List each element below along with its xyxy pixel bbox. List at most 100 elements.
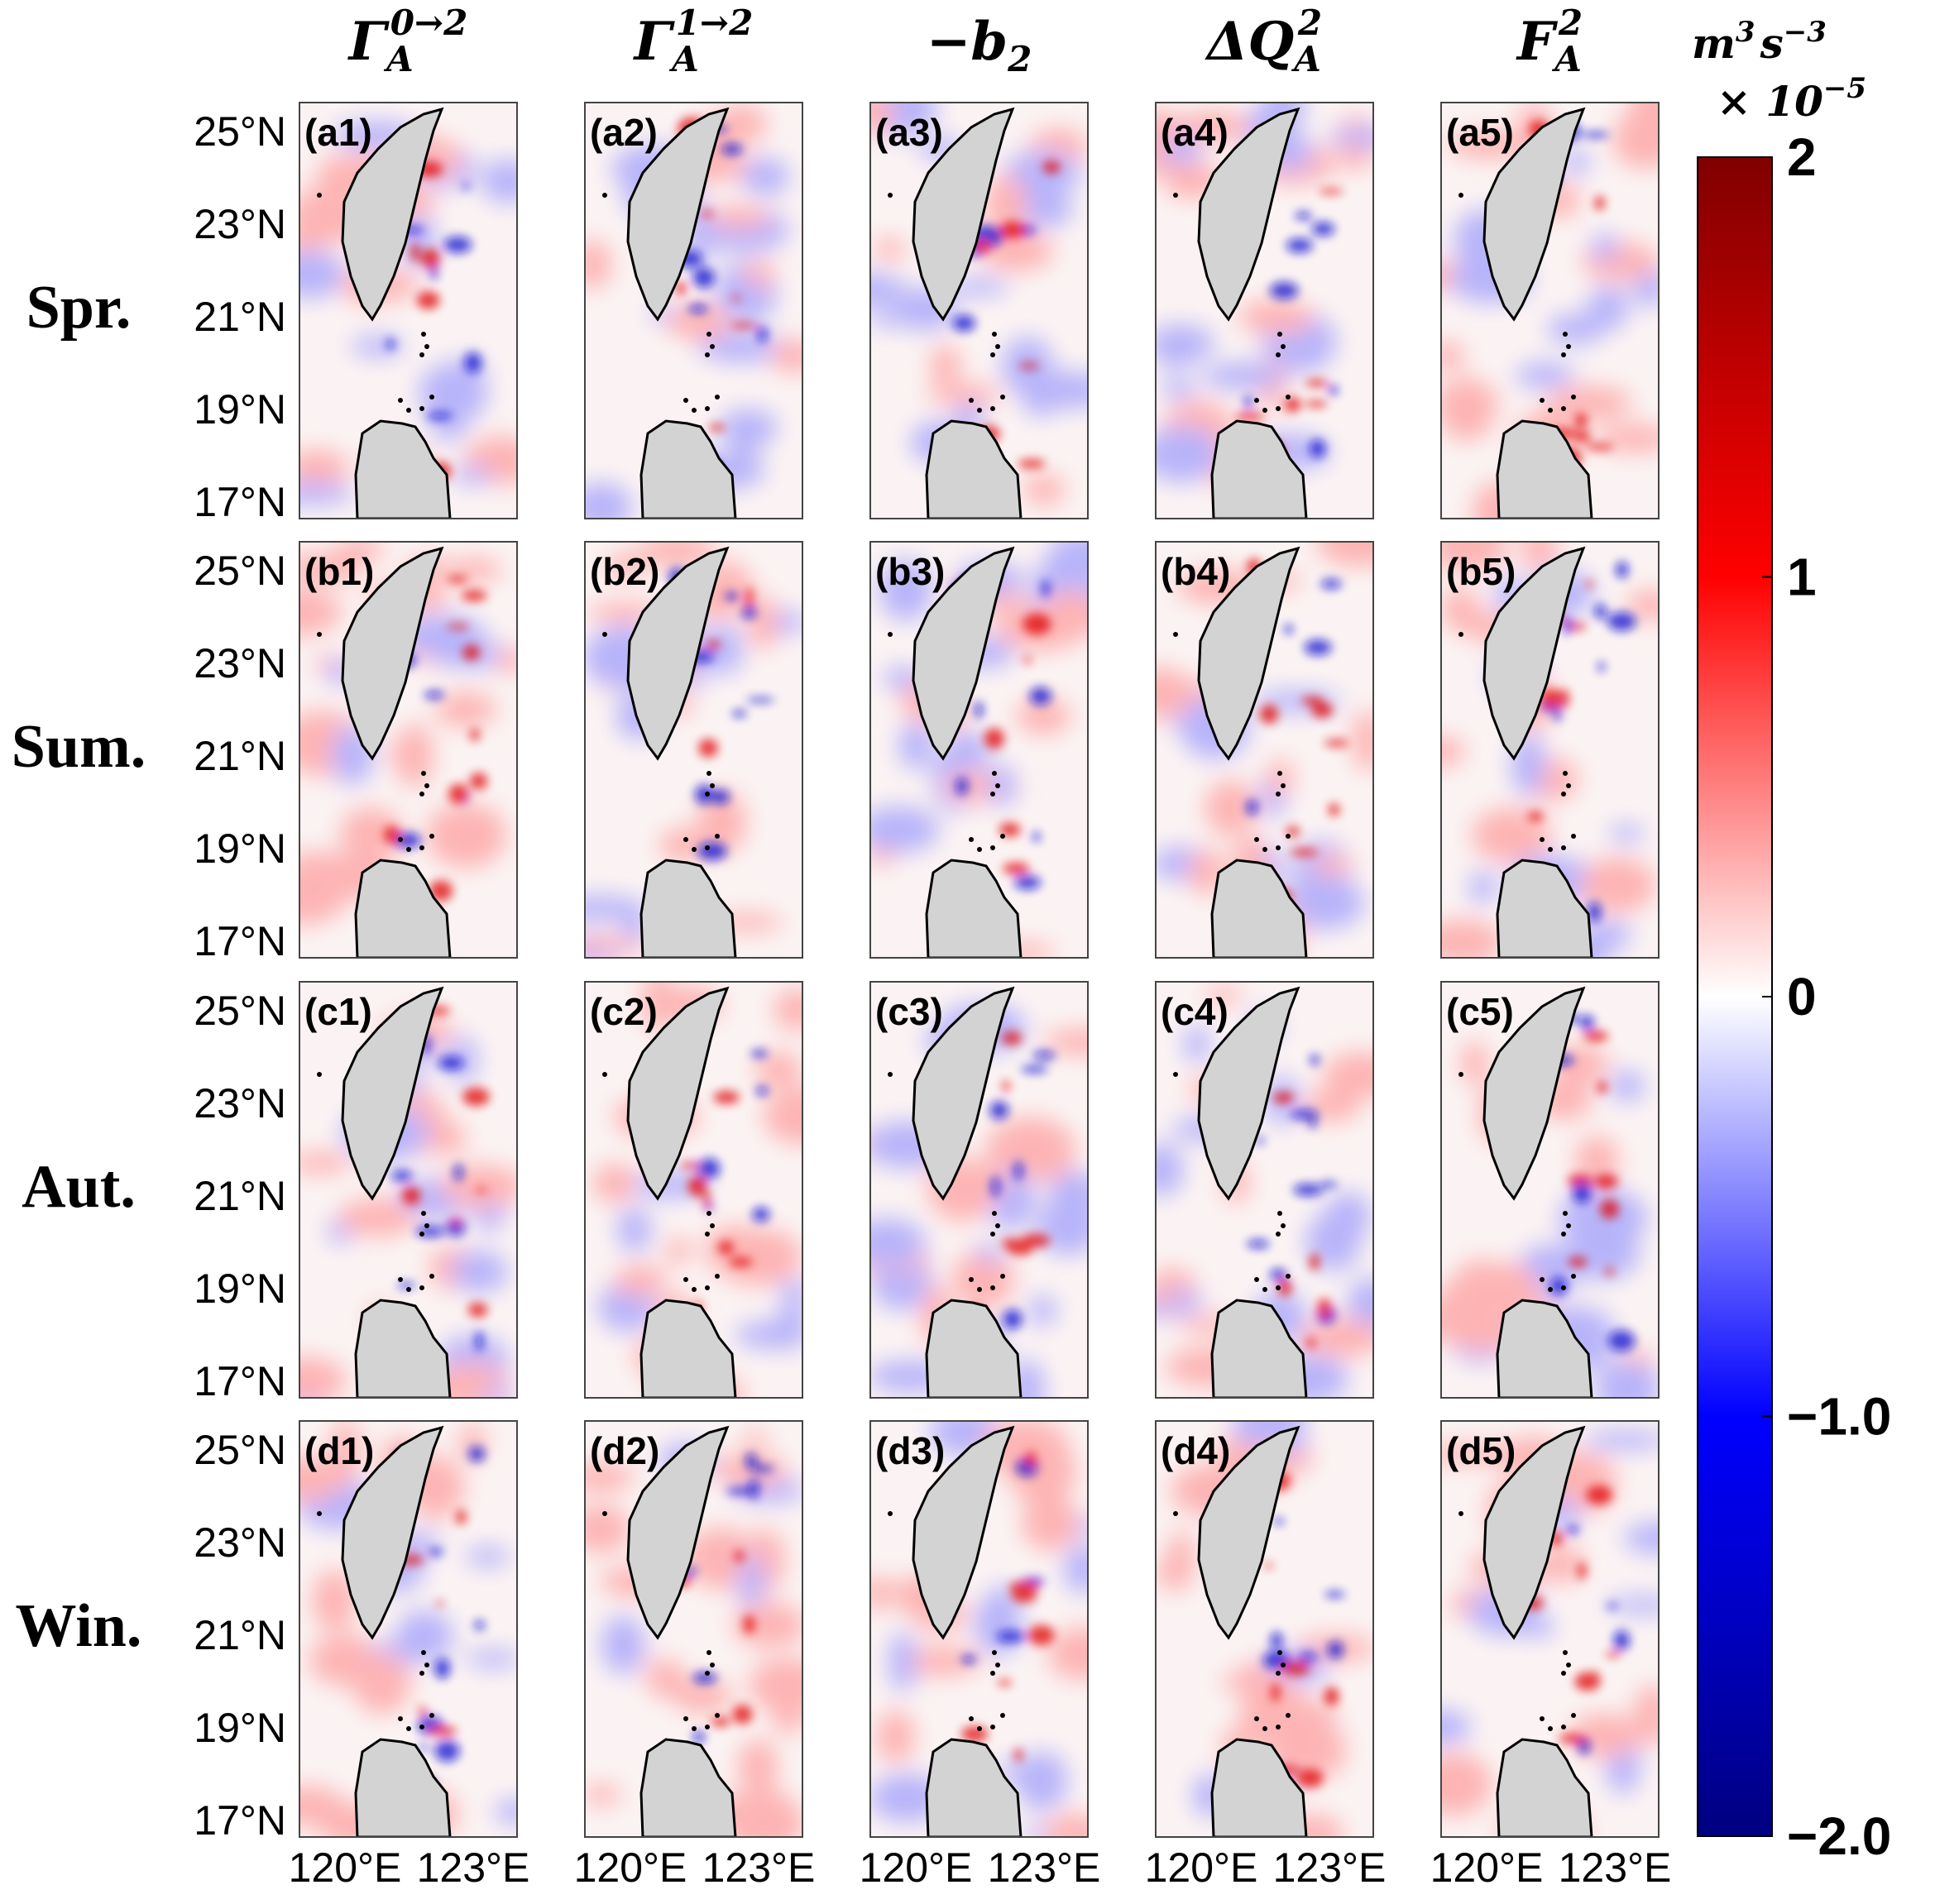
panel-frame [299,1420,518,1838]
anomaly-patch [737,1553,764,1611]
anomaly-spot [1306,1337,1315,1348]
island [990,845,995,850]
anomaly-spot [984,728,1004,749]
panel-frame [869,981,1089,1399]
anomaly-patch [645,1659,687,1697]
anomaly-spot [1554,709,1561,722]
season-label: Aut. [22,1153,136,1221]
anomaly-spot [1293,1184,1324,1196]
anomaly-spot [680,1162,704,1169]
island [1000,1713,1005,1718]
island [692,408,697,413]
island [317,193,322,198]
anomaly-spot [1304,639,1332,656]
anomaly-spot [392,832,421,849]
anomaly-spot [468,1446,486,1462]
island [1173,193,1178,198]
longitude-tick-labels: 120°E 123°E 120°E 123°E 120°E 123°E 120°E 123°E… [289,1844,1672,1891]
anomaly-spot [1597,1081,1607,1093]
anomaly-patch [712,1453,788,1487]
anomaly-spot [1025,1452,1037,1466]
panel-label: (d2) [590,1429,659,1472]
anomaly-spot [1256,1136,1265,1145]
island [1571,395,1576,399]
anomaly-patch [1003,151,1081,196]
island [1262,1726,1267,1731]
anomaly-patch [1468,871,1497,904]
anomaly-spot [1270,1631,1283,1649]
anomaly-spot [456,1509,467,1525]
panel-label: (d4) [1161,1429,1230,1472]
island [888,1511,893,1516]
anomaly-patch [1160,378,1197,399]
lat-tick-label: 21°N [194,1173,286,1219]
anomaly-spot [1600,1199,1619,1219]
anomaly-patch [387,744,418,766]
anomaly-spot [1295,212,1312,220]
anomaly-patch [481,159,517,203]
island [1540,1277,1545,1282]
island [421,771,426,776]
island [1563,332,1568,337]
anomaly-patch [395,1610,453,1663]
anomaly-patch [870,1218,927,1268]
anomaly-patch [1048,1171,1088,1213]
anomaly-spot [1235,413,1265,421]
anomaly-patch [1634,1684,1659,1746]
island [990,1725,995,1729]
map-panel: (c3) [869,981,1089,1399]
anomaly-spot [1310,439,1326,458]
anomaly-spot [1588,902,1602,923]
anomaly-patch [1441,341,1464,371]
anomaly-patch [1441,919,1503,958]
panel-label: (d1) [304,1429,374,1472]
island [1561,1725,1566,1729]
anomaly-spot [429,1548,443,1556]
column-title: −b2 [927,11,1032,79]
anomaly-spot [1290,1109,1320,1120]
anomaly-patch [673,1680,733,1714]
island [424,1223,429,1228]
island [1254,1716,1259,1721]
lat-tick-label: 25°N [194,988,286,1034]
island [317,1511,322,1516]
anomaly-patch [1063,1543,1088,1594]
island [705,792,710,797]
panel-label: (c4) [1161,990,1229,1033]
anomaly-spot [445,1218,466,1237]
anomaly-patch [945,731,991,772]
anomaly-spot [1270,1268,1287,1281]
anomaly-spot [1002,1308,1023,1330]
anomaly-spot [724,592,740,600]
island [1173,1511,1178,1516]
anomaly-spot [697,842,727,861]
anomaly-patch [1558,1189,1648,1248]
anomaly-spot [1578,1562,1587,1580]
anomaly-patch [1156,433,1219,451]
panel-frame [1440,1420,1660,1838]
anomaly-spot [453,1164,463,1181]
anomaly-spot [1305,400,1328,408]
anomaly-patch [336,542,385,562]
anomaly-spot [713,1090,740,1104]
anomaly-spot [749,1479,759,1500]
anomaly-patch [1609,824,1645,843]
colorbar-tick-label: −1.0 [1787,1387,1891,1447]
anomaly-patch [926,384,1002,405]
anomaly-spot [996,1630,1026,1643]
anomaly-spot [991,1176,1000,1198]
anomaly-patch [888,1631,917,1692]
island [705,406,710,411]
anomaly-patch [465,1546,510,1567]
lon-tick-label: 123°E [1559,1844,1672,1891]
anomaly-spot [1320,579,1342,589]
anomaly-patch [732,1602,802,1648]
island [1262,1287,1267,1292]
anomaly-patch [451,466,494,485]
island [705,1725,710,1729]
anomaly-patch [1316,542,1373,567]
anomaly-spot [426,412,453,420]
anomaly-patch [975,1243,1004,1263]
lat-tick-label: 23°N [194,201,286,247]
